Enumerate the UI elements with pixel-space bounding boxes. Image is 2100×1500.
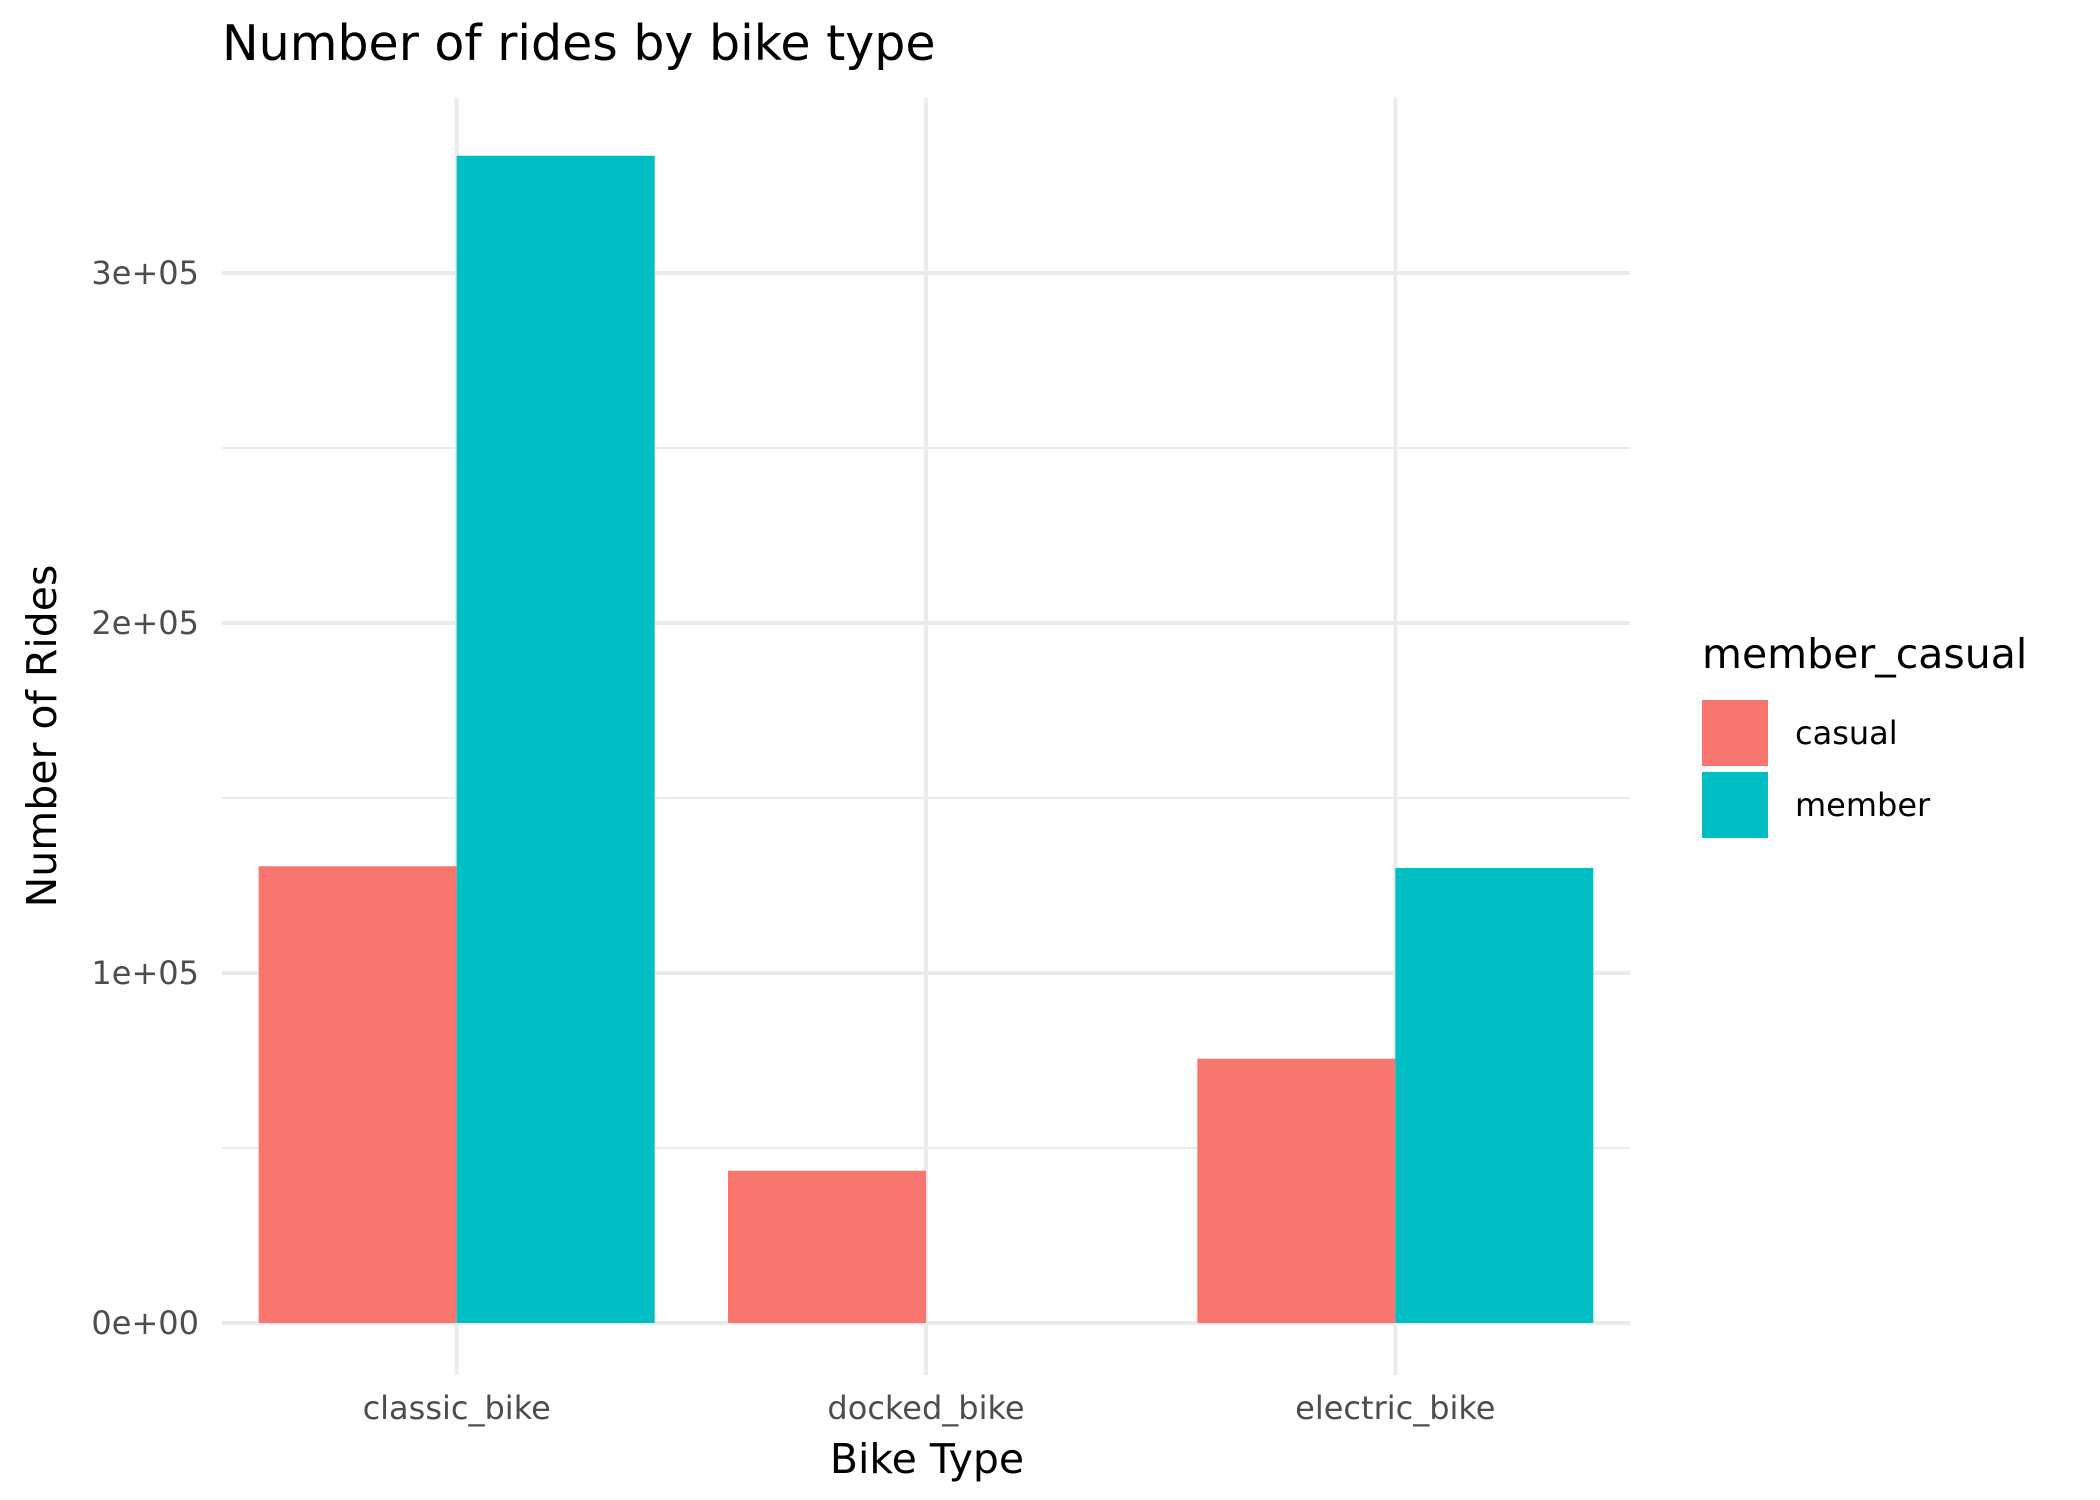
legend-key-member [1702,772,1768,838]
y-tick-label: 0e+00 [91,1304,199,1342]
y-tick-labels: 0e+00 1e+05 2e+05 3e+05 [91,254,199,1342]
x-tick-labels: classic_bike docked_bike electric_bike [363,1389,1496,1427]
bar-casual-electric_bike [1197,1058,1396,1323]
bar-casual-docked_bike [728,1170,926,1323]
x-axis-title: Bike Type [830,1435,1024,1483]
y-tick-label: 3e+05 [91,254,199,292]
bars [258,155,1594,1323]
x-tick-label: electric_bike [1295,1389,1495,1427]
y-tick-label: 1e+05 [91,954,199,992]
legend-title: member_casual [1702,630,2027,678]
legend-label-casual: casual [1795,714,1898,752]
x-tick-label: classic_bike [363,1389,551,1427]
chart-title: Number of rides by bike type [222,15,936,72]
y-axis-title: Number of Rides [18,565,66,908]
legend-items: casual member [1702,700,1931,838]
y-tick-label: 2e+05 [91,604,199,642]
x-tick-label: docked_bike [827,1389,1024,1427]
bar-member-electric_bike [1395,868,1594,1323]
legend: member_casual casual member [1702,630,2027,838]
legend-label-member: member [1795,786,1931,824]
bar-member-classic_bike [456,155,655,1323]
bar-casual-classic_bike [258,866,457,1323]
legend-key-casual [1702,700,1768,766]
